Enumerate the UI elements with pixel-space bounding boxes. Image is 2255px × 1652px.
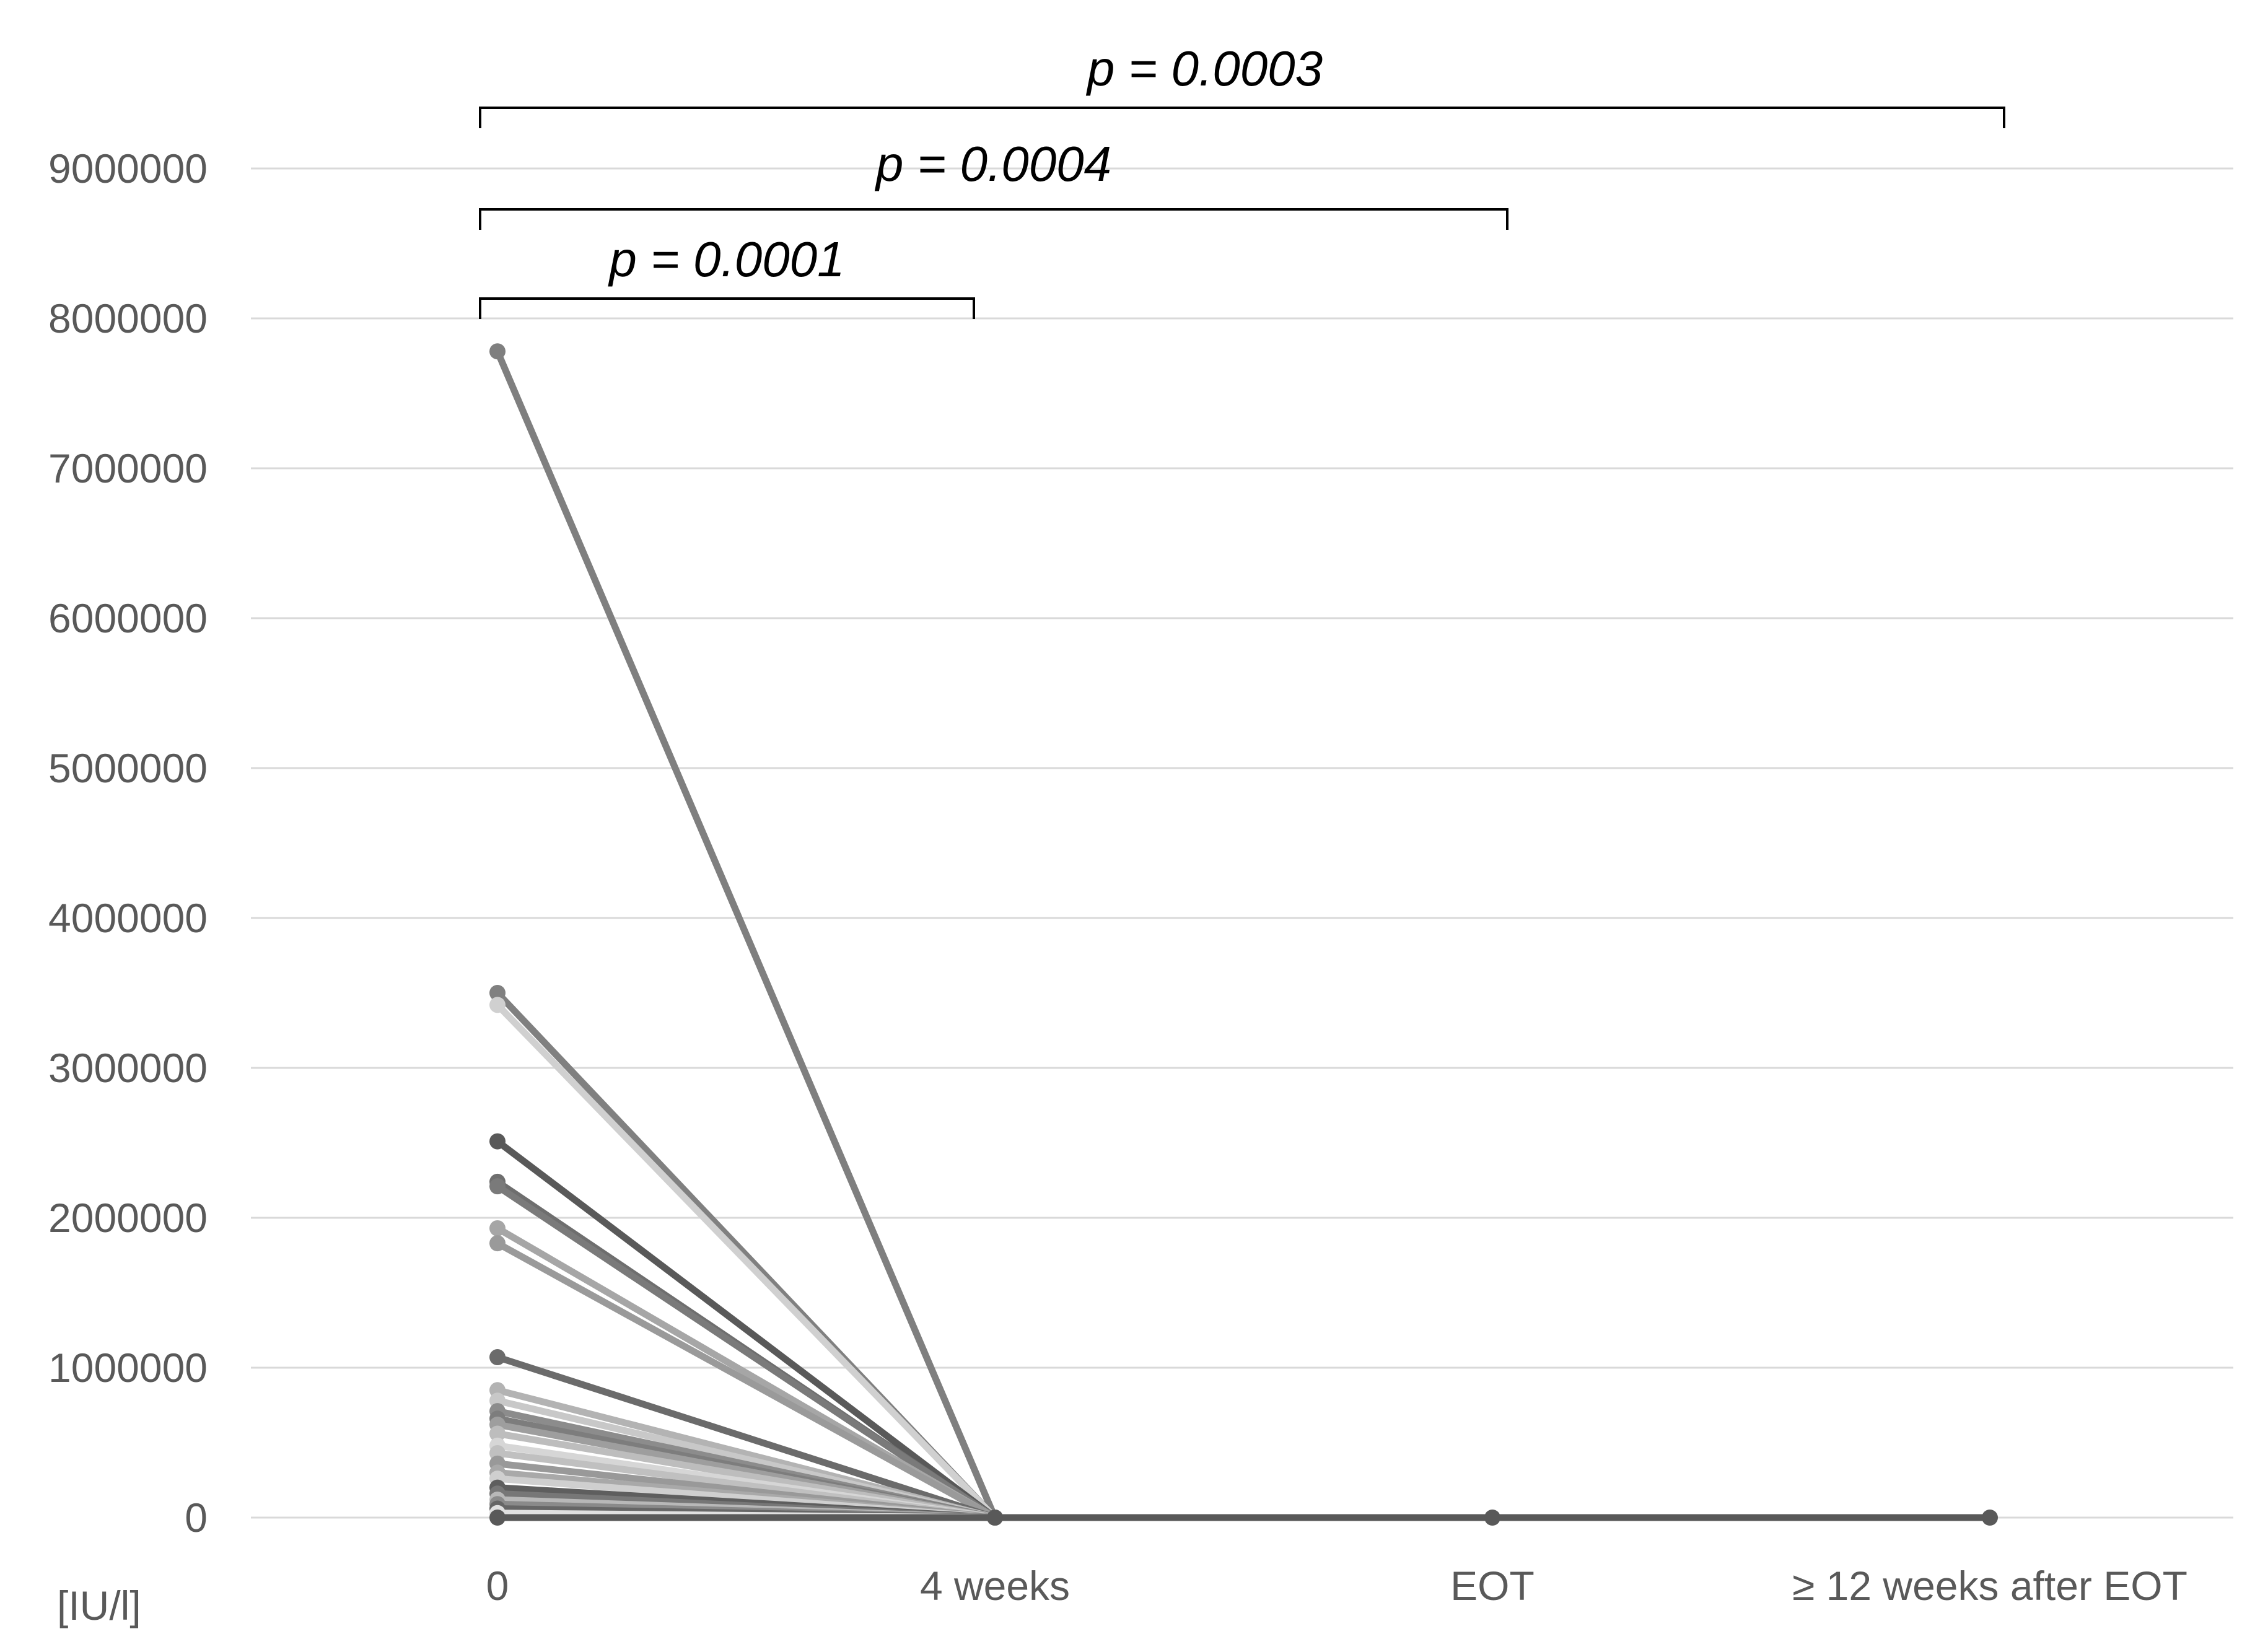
data-point xyxy=(489,997,506,1013)
gridlines xyxy=(251,167,2233,1519)
y-tick-label: 3000000 xyxy=(48,1045,208,1091)
series-line xyxy=(494,1001,999,1521)
series-line xyxy=(494,347,999,1521)
y-tick-label: 6000000 xyxy=(48,595,208,641)
data-point xyxy=(1484,1510,1500,1526)
y-tick-label: 1000000 xyxy=(48,1345,208,1391)
y-tick-label: 5000000 xyxy=(48,745,208,791)
comparison-bracket xyxy=(479,208,1508,230)
y-tick-label: 7000000 xyxy=(48,445,208,491)
x-tick-label: 0 xyxy=(486,1563,509,1609)
y-tick-label: 9000000 xyxy=(48,146,208,191)
p-value-label: p = 0.0004 xyxy=(875,136,1111,191)
data-point xyxy=(1982,1510,1998,1526)
data-point xyxy=(489,1133,506,1150)
y-axis: 0 1000000 2000000 3000000 4000000 5000000 6000… xyxy=(48,146,208,1541)
y-tick-label: 0 xyxy=(185,1495,208,1541)
x-tick-label: 4 weeks xyxy=(920,1563,1070,1609)
data-point xyxy=(489,985,506,1001)
data-point xyxy=(489,1178,506,1195)
y-tick-label: 8000000 xyxy=(48,295,208,341)
series-line xyxy=(494,1353,999,1521)
x-tick-label: EOT xyxy=(1450,1563,1535,1609)
data-point xyxy=(489,1235,506,1252)
series-line xyxy=(494,1239,999,1521)
y-tick-label: 4000000 xyxy=(48,895,208,941)
data-point xyxy=(489,1510,506,1526)
unit-label: [IU/l] xyxy=(57,1583,141,1628)
data-point xyxy=(489,343,506,360)
data-point xyxy=(489,1425,506,1442)
data-point xyxy=(987,1510,1003,1526)
p-value-label: p = 0.0001 xyxy=(608,232,844,287)
x-tick-label: ≥ 12 weeks after EOT xyxy=(1792,1563,2187,1609)
x-axis: 0 4 weeks EOT ≥ 12 weeks after EOT xyxy=(486,1563,2187,1609)
series-line xyxy=(494,1138,999,1521)
p-value-label: p = 0.0003 xyxy=(1086,41,1323,96)
data-point xyxy=(489,1349,506,1366)
comparison-bracket xyxy=(479,297,975,319)
significance-brackets: p = 0.0001 p = 0.0004 p = 0.0003 xyxy=(479,41,2005,319)
data-point xyxy=(489,1220,506,1236)
series-line xyxy=(494,1182,999,1521)
y-tick-label: 2000000 xyxy=(48,1195,208,1241)
series-group xyxy=(489,343,1998,1526)
comparison-bracket xyxy=(479,107,2005,128)
